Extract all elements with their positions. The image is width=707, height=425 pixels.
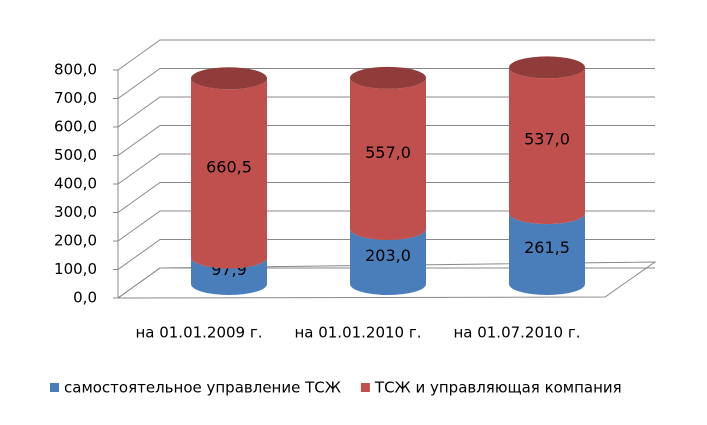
value-label: 203,0 xyxy=(365,246,411,265)
value-label: 537,0 xyxy=(524,130,570,149)
bar-segment xyxy=(350,228,426,295)
y-tick-label: 400,0 xyxy=(54,175,97,193)
bar-segment xyxy=(191,78,267,269)
value-label: 660,5 xyxy=(206,157,252,176)
bar-segment xyxy=(509,213,585,295)
legend-label: ТСЖ и управляющая компания xyxy=(374,379,622,397)
value-label: 557,0 xyxy=(365,143,411,162)
legend-swatch xyxy=(360,383,370,392)
bar-segment xyxy=(191,257,267,295)
y-tick-label: 200,0 xyxy=(54,232,97,250)
grid-line xyxy=(117,125,655,156)
grid-line xyxy=(117,239,655,270)
y-tick-label: 300,0 xyxy=(54,203,97,221)
legend-label: самостоятельное управление ТСЖ xyxy=(64,379,341,397)
bar-cap xyxy=(509,56,585,79)
y-tick-label: 0,0 xyxy=(73,289,97,307)
bar-cap xyxy=(350,66,426,89)
y-tick-label: 600,0 xyxy=(54,118,97,136)
x-tick-label: на 01.07.2010 г. xyxy=(453,324,580,342)
y-tick-label: 100,0 xyxy=(54,260,97,278)
value-label: 261,5 xyxy=(524,238,570,257)
bar-segment xyxy=(350,77,426,240)
bar-segment xyxy=(509,67,585,225)
x-tick-label: на 01.01.2010 г. xyxy=(294,324,421,342)
grid-line xyxy=(117,182,655,213)
y-tick-label: 500,0 xyxy=(54,146,97,164)
y-tick-label: 800,0 xyxy=(54,61,97,79)
x-tick-label: на 01.01.2009 г. xyxy=(135,324,262,342)
grid-line xyxy=(117,210,655,242)
grid-line xyxy=(117,68,655,99)
bar-cap xyxy=(191,67,267,90)
grid-line xyxy=(117,153,655,185)
grid-line xyxy=(117,39,655,71)
legend-swatch xyxy=(50,383,59,392)
grid-line xyxy=(117,267,655,299)
grid-line xyxy=(117,96,655,128)
y-tick-label: 700,0 xyxy=(54,89,97,107)
